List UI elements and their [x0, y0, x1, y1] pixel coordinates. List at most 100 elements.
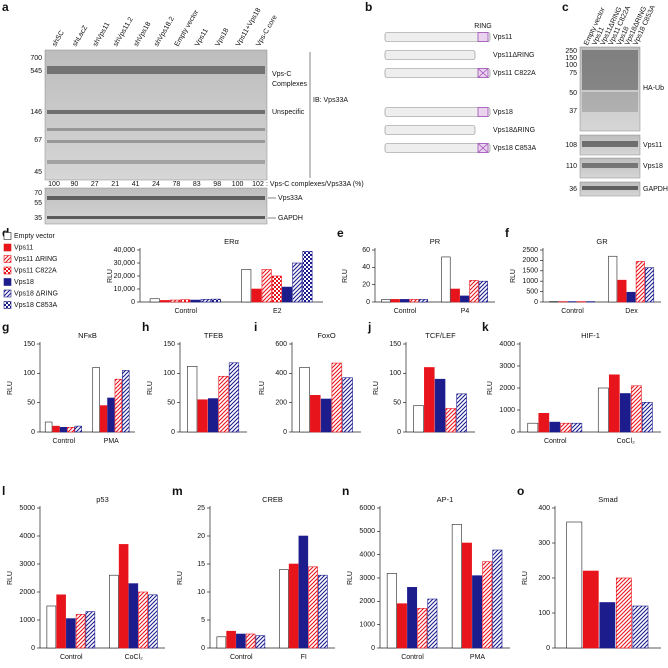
bar — [320, 398, 332, 433]
panel-letter: h — [142, 320, 149, 334]
bar — [451, 524, 462, 649]
bar — [390, 299, 400, 303]
y-axis-label: RLU — [107, 269, 114, 283]
blot-label: Vps18 — [643, 163, 663, 170]
bar — [149, 298, 160, 303]
bar — [241, 269, 252, 303]
bar — [566, 521, 583, 649]
panel-letter: m — [172, 484, 183, 498]
blot-band — [582, 163, 638, 168]
bar — [148, 594, 158, 649]
panel-letter: o — [517, 484, 524, 498]
legend-swatch — [3, 301, 12, 309]
blot-band — [47, 128, 265, 131]
blot-band — [47, 160, 265, 164]
bar — [445, 408, 457, 433]
y-axis-label: RLU — [259, 381, 266, 395]
bar — [210, 298, 221, 303]
y-tick-label: 15 — [197, 561, 205, 568]
y-tick-label: 10 — [197, 589, 205, 596]
y-tick-label: 20 — [362, 282, 370, 289]
kda-marker: 108 — [565, 142, 577, 149]
legend-label: Vps11 — [14, 244, 33, 251]
lane-label: shLacZ — [72, 24, 90, 48]
percentage: 24 — [152, 181, 160, 188]
bar — [472, 575, 483, 649]
chart-title: Smad — [598, 495, 618, 504]
kda-marker: 50 — [569, 90, 577, 97]
bar — [288, 563, 299, 649]
y-axis-label: RLU — [487, 381, 494, 395]
lane-label: shVps11 — [92, 21, 111, 48]
construct-bar — [384, 125, 476, 135]
bar — [342, 377, 353, 433]
lane-label: shSC — [51, 30, 66, 48]
bar — [159, 300, 170, 303]
bar — [292, 262, 303, 303]
percentage: 100 — [232, 181, 244, 188]
bar — [59, 427, 68, 433]
bar — [109, 574, 119, 649]
bar — [114, 378, 123, 433]
kda-marker: 146 — [30, 109, 42, 116]
percentage: 83 — [193, 181, 201, 188]
bar — [617, 279, 627, 303]
chart-title: TFEB — [204, 331, 223, 340]
bar — [318, 574, 328, 649]
y-axis-label: RLU — [7, 381, 14, 395]
kda-marker: 700 — [30, 55, 42, 62]
panel-letter: g — [2, 320, 9, 334]
legend-swatch — [3, 243, 12, 252]
bar — [418, 299, 428, 303]
lane-label: Vps11 — [194, 28, 210, 48]
y-axis-label: RLU — [373, 381, 380, 395]
panel-letter: f — [505, 226, 510, 240]
bar — [413, 405, 424, 433]
bar — [226, 630, 236, 649]
percentage: 98 — [213, 181, 221, 188]
lane-label: shVps18 — [133, 21, 153, 48]
bar — [615, 577, 632, 649]
bar — [190, 299, 201, 303]
percentage: 90 — [71, 181, 79, 188]
y-tick-label: 100 — [538, 610, 550, 617]
x-tick-label: Control — [174, 308, 197, 315]
bar — [597, 387, 609, 433]
bar — [187, 365, 198, 433]
y-tick-label: 100 — [23, 370, 35, 377]
bar — [450, 288, 460, 303]
x-tick-label: PMA — [104, 438, 120, 445]
y-tick-label: 0 — [397, 429, 401, 436]
bar — [608, 255, 618, 303]
y-axis-label: RLU — [7, 571, 14, 585]
y-tick-label: 0 — [31, 645, 35, 652]
band-label: Complexes — [272, 81, 308, 88]
bar — [107, 397, 115, 433]
panel-letter: l — [2, 484, 5, 498]
chart-title: FoxO — [317, 331, 336, 340]
bar — [527, 422, 539, 433]
y-tick-label: 20 — [197, 533, 205, 540]
bar — [630, 385, 642, 433]
lane-label: shVps18.2 — [153, 16, 176, 48]
bar — [386, 573, 397, 649]
x-tick-label: Control — [60, 654, 83, 661]
y-axis-label: RLU — [147, 381, 154, 395]
bar — [66, 618, 76, 649]
bar — [75, 614, 86, 649]
lane-label: shVps11.2 — [112, 16, 134, 48]
y-tick-label: 60 — [362, 247, 370, 254]
x-tick-label: FI — [301, 654, 307, 661]
x-tick-label: CoCl₂ — [125, 654, 144, 661]
kda-marker: 110 — [566, 163, 577, 170]
chart-title: AP-1 — [437, 495, 454, 504]
y-tick-label: 0 — [31, 429, 35, 436]
y-tick-label: 40,000 — [114, 247, 136, 254]
y-tick-label: 5000 — [19, 505, 35, 512]
y-axis-label: RLU — [510, 269, 517, 283]
bar — [99, 405, 108, 433]
y-tick-label: 0 — [546, 645, 550, 652]
kda-marker: 45 — [34, 169, 42, 176]
x-tick-label: Control — [52, 438, 75, 445]
